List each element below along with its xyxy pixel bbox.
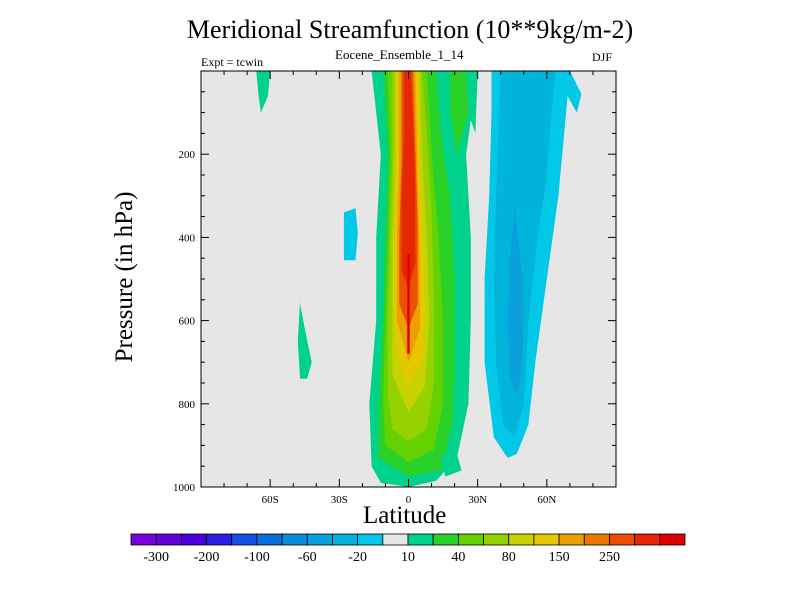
- midlat-positive-contour: [297, 299, 312, 379]
- colorbar-label: -200: [194, 550, 220, 565]
- colorbar-label: 10: [401, 550, 415, 565]
- experiment-label: Expt = tcwin: [201, 55, 264, 69]
- high-lat-upper-positive-contour: [256, 71, 271, 113]
- colorbar-box: [180, 533, 207, 546]
- y-tick-label: 1000: [173, 482, 196, 494]
- season-label: DJF: [592, 50, 613, 64]
- colorbar-label: -60: [298, 550, 317, 565]
- colorbar-box: [256, 533, 283, 546]
- contour-layers: [256, 71, 582, 487]
- colorbar-box: [382, 533, 409, 546]
- colorbar-box: [634, 533, 661, 546]
- colorbar-box: [432, 533, 459, 546]
- colorbar-label: -100: [244, 550, 270, 565]
- hadley-cell-max-contour: [407, 254, 410, 354]
- colorbar-box: [357, 533, 384, 546]
- colorbar-label: 250: [599, 550, 620, 565]
- colorbar-box: [659, 533, 686, 546]
- upper-positive-jet-contour: [450, 71, 478, 196]
- colorbar-box: [155, 533, 182, 546]
- colorbar-box: [231, 533, 258, 546]
- x-tick-label: 30S: [331, 494, 348, 506]
- colorbar-label: -300: [143, 550, 169, 565]
- y-tick-label: 200: [179, 149, 196, 161]
- hadley-cell-positive-contour: [401, 71, 416, 288]
- upper-positive-jet-contour: [466, 71, 478, 134]
- colorbar-box: [483, 533, 510, 546]
- colorbar-label: 150: [549, 550, 570, 565]
- colorbar-box: [281, 533, 308, 546]
- colorbar-box: [508, 533, 535, 546]
- colorbar-box: [407, 533, 434, 546]
- colorbar-box: [609, 533, 636, 546]
- x-tick-label: 60N: [537, 494, 556, 506]
- colorbar-box: [206, 533, 233, 546]
- x-tick-label: 60S: [262, 494, 279, 506]
- subtropical-negative-contour: [343, 208, 358, 261]
- ferrel-cell-negative-contour: [507, 204, 524, 396]
- colorbar-box: [533, 533, 560, 546]
- colorbar-box: [583, 533, 610, 546]
- y-tick-label: 400: [179, 232, 196, 244]
- colorbar-box: [558, 533, 585, 546]
- colorbar-box: [332, 533, 359, 546]
- colorbar-label: -20: [348, 550, 367, 565]
- colorbar-label: 40: [451, 550, 465, 565]
- colorbar-box: [130, 533, 157, 546]
- surface-positive-edge-contour: [440, 445, 462, 477]
- colorbar-box: [457, 533, 484, 546]
- y-tick-label: 800: [179, 399, 196, 411]
- x-tick-label: 30N: [468, 494, 487, 506]
- chart-subtitle: Eocene_Ensemble_1_14: [335, 47, 464, 62]
- y-tick-label: 600: [179, 316, 196, 328]
- colorbar-box: [306, 533, 333, 546]
- chart-title: Meridional Streamfunction (10**9kg/m-2): [186, 15, 634, 44]
- colorbar-label: 80: [502, 550, 516, 565]
- x-tick-label: 0: [406, 494, 412, 506]
- x-axis-label: Latitude: [363, 502, 447, 529]
